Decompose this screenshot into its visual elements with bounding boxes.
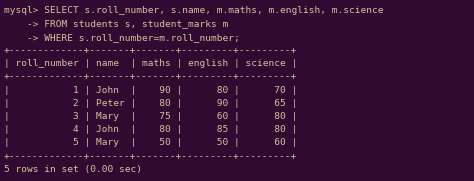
Text: +-------------+-------+-------+---------+---------+: +-------------+-------+-------+---------… bbox=[4, 72, 297, 81]
Text: -> FROM students s, student_marks m: -> FROM students s, student_marks m bbox=[4, 20, 228, 29]
Text: |           5 | Mary  |    50 |      50 |      60 |: | 5 | Mary | 50 | 50 | 60 | bbox=[4, 138, 297, 148]
Text: +-------------+-------+-------+---------+---------+: +-------------+-------+-------+---------… bbox=[4, 46, 297, 55]
Text: | roll_number | name  | maths | english | science |: | roll_number | name | maths | english |… bbox=[4, 59, 297, 68]
Text: -> WHERE s.roll_number=m.roll_number;: -> WHERE s.roll_number=m.roll_number; bbox=[4, 33, 239, 42]
Text: +-------------+-------+-------+---------+---------+: +-------------+-------+-------+---------… bbox=[4, 152, 297, 161]
Text: 5 rows in set (0.00 sec): 5 rows in set (0.00 sec) bbox=[4, 165, 142, 174]
Text: |           3 | Mary  |    75 |      60 |      80 |: | 3 | Mary | 75 | 60 | 80 | bbox=[4, 112, 297, 121]
Text: |           2 | Peter |    80 |      90 |      65 |: | 2 | Peter | 80 | 90 | 65 | bbox=[4, 99, 297, 108]
Text: mysql> SELECT s.roll_number, s.name, m.maths, m.english, m.science: mysql> SELECT s.roll_number, s.name, m.m… bbox=[4, 6, 383, 15]
Text: |           1 | John  |    90 |      80 |      70 |: | 1 | John | 90 | 80 | 70 | bbox=[4, 86, 297, 95]
Text: |           4 | John  |    80 |      85 |      80 |: | 4 | John | 80 | 85 | 80 | bbox=[4, 125, 297, 134]
